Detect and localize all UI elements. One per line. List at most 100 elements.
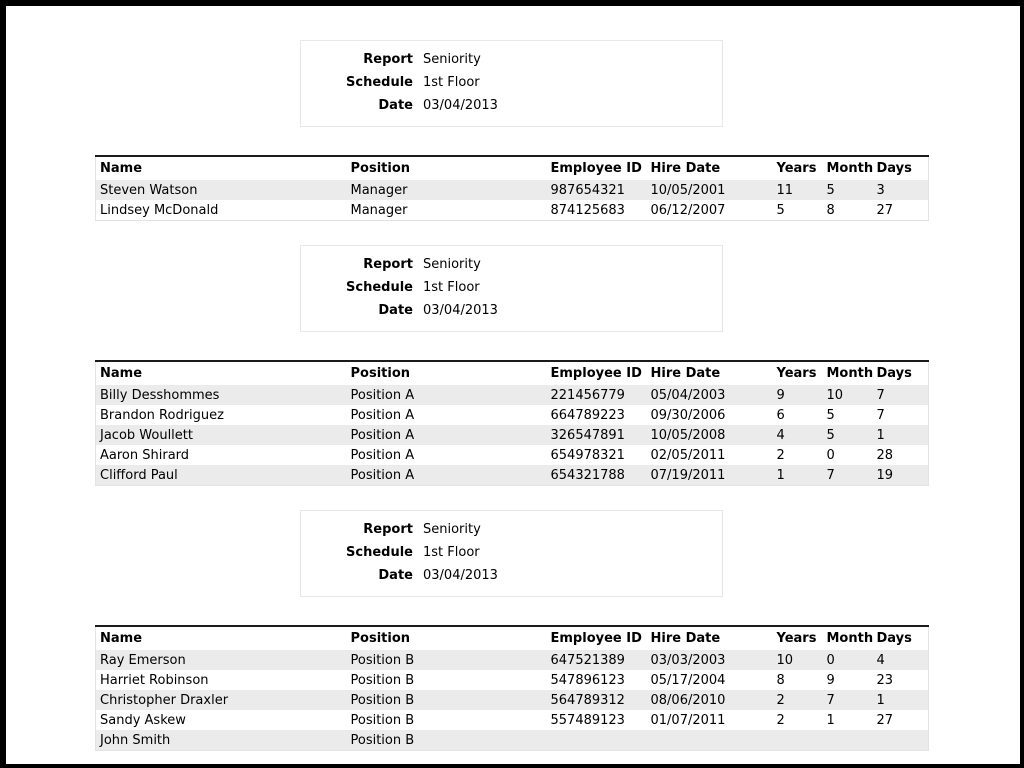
- cell-years: 1: [776, 467, 785, 483]
- column-header-employee-id: Employee ID: [550, 631, 642, 646]
- report-section-2: Report Seniority Schedule 1st Floor Date 03…: [6, 245, 1020, 486]
- column-header-days: Days: [876, 631, 912, 646]
- column-header-years: Years: [776, 161, 817, 176]
- info-row-date: Date 03/04/2013: [301, 564, 722, 587]
- table-header-row: Name Position Employee ID Hire Date Year…: [96, 156, 929, 180]
- cell-days: 3: [876, 182, 885, 198]
- info-value-schedule: 1st Floor: [423, 280, 480, 295]
- info-value-report: Seniority: [423, 52, 481, 67]
- cell-months: 8: [826, 202, 835, 218]
- info-row-date: Date 03/04/2013: [301, 94, 722, 117]
- cell-position: Position B: [350, 672, 415, 688]
- cell-position: Position B: [350, 732, 415, 748]
- table-row: Clifford Paul Position A 654321788 07/19/20…: [95, 465, 929, 486]
- cell-employee-id: 654978321: [550, 447, 625, 463]
- cell-years: 5: [776, 202, 785, 218]
- cell-hire-date: 10/05/2001: [650, 182, 726, 198]
- cell-years: 2: [776, 712, 785, 728]
- cell-years: 9: [776, 387, 785, 403]
- cell-name: Christopher Draxler: [100, 692, 229, 708]
- cell-hire-date: 05/17/2004: [650, 672, 726, 688]
- report-page: Report Seniority Schedule 1st Floor Date 03…: [6, 6, 1020, 764]
- table-row: Harriet Robinson Position B 547896123 05/17…: [95, 670, 929, 690]
- cell-employee-id: [547, 730, 647, 751]
- cell-hire-date: 09/30/2006: [650, 407, 726, 423]
- table-row: Sandy Askew Position B 557489123 01/07/2011…: [95, 710, 929, 730]
- cell-employee-id: 221456779: [550, 387, 625, 403]
- info-row-date: Date 03/04/2013: [301, 299, 722, 322]
- employee-table-position-a: Name Position Employee ID Hire Date Year…: [95, 360, 929, 486]
- cell-employee-id: 647521389: [550, 652, 625, 668]
- info-label-schedule: Schedule: [346, 280, 413, 295]
- cell-months: 5: [826, 407, 835, 423]
- cell-months: 1: [826, 712, 835, 728]
- column-header-months: Months: [826, 631, 873, 646]
- cell-years: 4: [776, 427, 785, 443]
- info-row-report: Report Seniority: [301, 518, 722, 541]
- column-header-hire-date: Hire Date: [650, 161, 721, 176]
- report-info-box: Report Seniority Schedule 1st Floor Date 03…: [300, 245, 723, 332]
- cell-years: 8: [776, 672, 785, 688]
- cell-position: Position A: [350, 447, 415, 463]
- cell-position: Manager: [350, 202, 408, 218]
- cell-employee-id: 326547891: [550, 427, 625, 443]
- cell-days: 19: [876, 467, 894, 483]
- cell-days: 28: [876, 447, 894, 463]
- info-value-report: Seniority: [423, 522, 481, 537]
- cell-name: John Smith: [100, 732, 171, 748]
- cell-name: Lindsey McDonald: [100, 202, 219, 218]
- cell-days: [873, 730, 929, 751]
- cell-employee-id: 664789223: [550, 407, 625, 423]
- column-header-months: Months: [826, 161, 873, 176]
- column-header-position: Position: [350, 161, 411, 176]
- cell-employee-id: 564789312: [550, 692, 625, 708]
- cell-years: 6: [776, 407, 785, 423]
- table-row: Aaron Shirard Position A 654978321 02/05/20…: [95, 445, 929, 465]
- cell-position: Position A: [350, 427, 415, 443]
- info-label-report: Report: [363, 257, 413, 272]
- cell-days: 1: [876, 692, 885, 708]
- cell-months: 9: [826, 672, 835, 688]
- column-header-years: Years: [776, 366, 817, 381]
- cell-months: 7: [826, 692, 835, 708]
- cell-days: 4: [876, 652, 885, 668]
- report-info-box: Report Seniority Schedule 1st Floor Date 03…: [300, 510, 723, 597]
- cell-months: 7: [826, 467, 835, 483]
- column-header-position: Position: [350, 366, 411, 381]
- cell-hire-date: 02/05/2011: [650, 447, 726, 463]
- cell-hire-date: 08/06/2010: [650, 692, 726, 708]
- cell-years: 2: [776, 692, 785, 708]
- cell-position: Position A: [350, 467, 415, 483]
- cell-days: 27: [876, 202, 894, 218]
- cell-days: 7: [876, 387, 885, 403]
- cell-hire-date: 03/03/2003: [650, 652, 726, 668]
- employee-table-managers: Name Position Employee ID Hire Date Year…: [95, 155, 929, 221]
- cell-name: Billy Desshommes: [100, 387, 220, 403]
- cell-hire-date: 07/19/2011: [650, 467, 726, 483]
- cell-years: [773, 730, 823, 751]
- cell-days: 23: [876, 672, 894, 688]
- cell-hire-date: 06/12/2007: [650, 202, 726, 218]
- cell-employee-id: 874125683: [550, 202, 625, 218]
- cell-hire-date: 05/04/2003: [650, 387, 726, 403]
- cell-days: 1: [876, 427, 885, 443]
- table-row: John Smith Position B: [95, 730, 929, 751]
- cell-months: 5: [826, 427, 835, 443]
- cell-employee-id: 654321788: [550, 467, 625, 483]
- column-header-name: Name: [100, 161, 143, 176]
- info-row-report: Report Seniority: [301, 253, 722, 276]
- cell-position: Position B: [350, 652, 415, 668]
- cell-name: Brandon Rodriguez: [100, 407, 224, 423]
- info-label-report: Report: [363, 52, 413, 67]
- cell-days: 7: [876, 407, 885, 423]
- info-label-schedule: Schedule: [346, 545, 413, 560]
- info-label-date: Date: [378, 303, 413, 318]
- column-header-hire-date: Hire Date: [650, 366, 721, 381]
- cell-position: Position A: [350, 387, 415, 403]
- employee-table-position-b: Name Position Employee ID Hire Date Year…: [95, 625, 929, 751]
- column-header-days: Days: [876, 161, 912, 176]
- report-section-1: Report Seniority Schedule 1st Floor Date 03…: [6, 40, 1020, 221]
- cell-name: Harriet Robinson: [100, 672, 209, 688]
- column-header-months: Months: [826, 366, 873, 381]
